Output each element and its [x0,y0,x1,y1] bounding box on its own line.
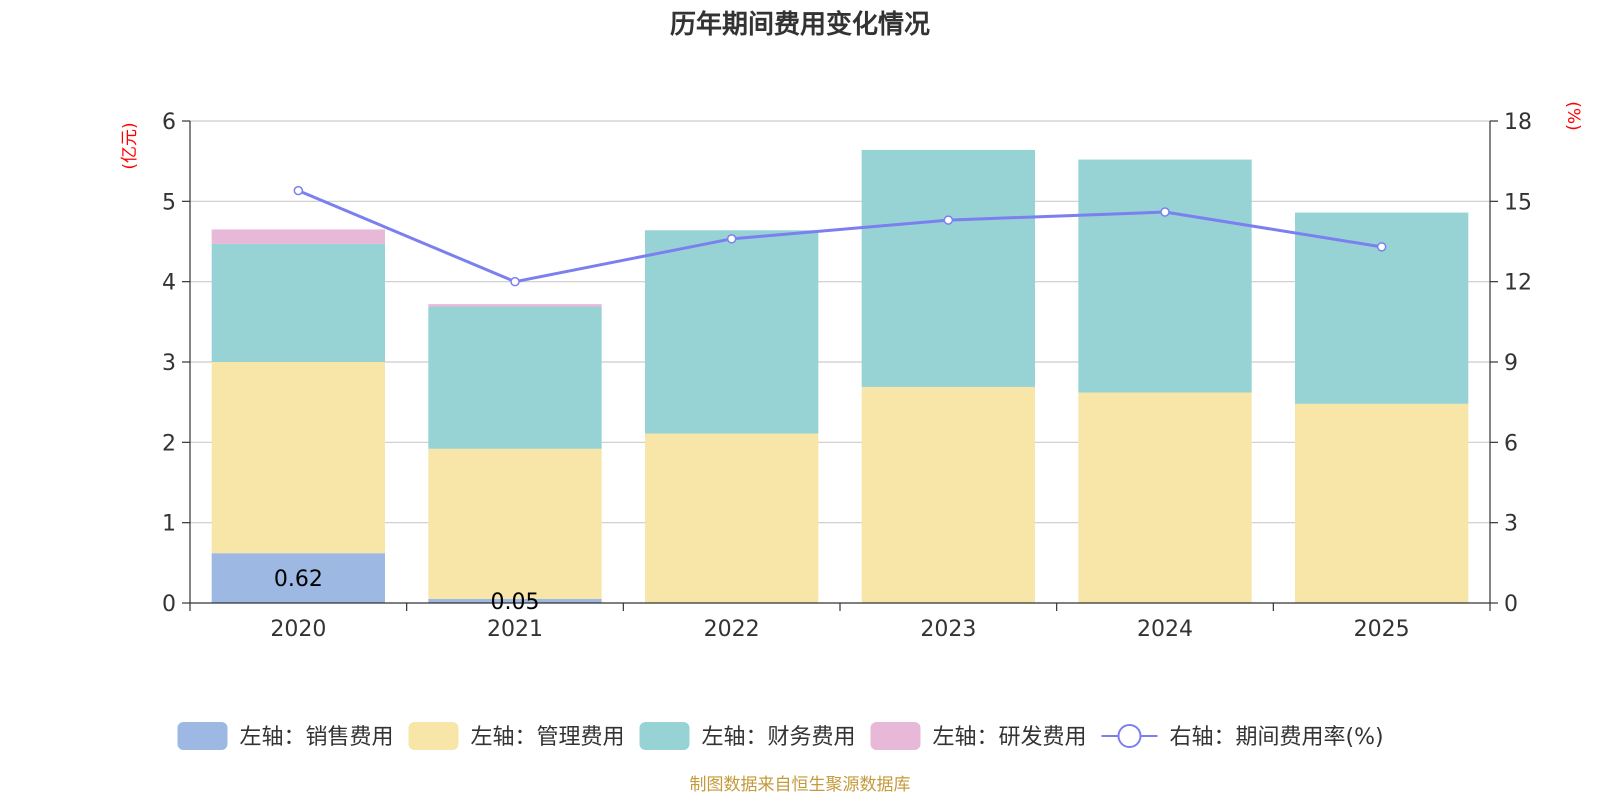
rate-point [943,215,954,225]
legend-item[interactable]: 左轴：销售费用 [177,722,394,750]
legend-label: 左轴：研发费用 [933,725,1087,750]
legend-swatch [870,722,921,750]
legend-item[interactable]: 左轴：财务费用 [639,722,856,750]
left-tick-label: 2 [162,431,176,456]
right-tick-label: 9 [1504,351,1518,376]
legend-swatch [408,722,459,750]
right-tick-label: 6 [1504,431,1518,456]
bar-2020 [211,553,385,603]
rate-point [293,185,304,196]
right-tick-label: 0 [1504,592,1518,617]
left-tick-label: 3 [162,351,176,376]
legend-item[interactable]: 左轴：管理费用 [408,722,625,750]
legend-item[interactable]: 右轴：期间费用率(%) [1101,724,1384,750]
legend-label: 左轴：管理费用 [471,725,625,750]
bar-2023 [861,386,1035,603]
rate-point [1160,207,1170,217]
bar-2023 [861,149,1035,387]
grid [190,120,1490,524]
legend-swatch [639,722,690,750]
bar-2021 [428,448,602,599]
bar-2021 [428,598,602,603]
bar-2020 [211,243,385,362]
rate-line [293,185,1387,287]
right-tick-label: 15 [1504,190,1532,215]
right-tick-label: 3 [1504,512,1518,537]
legend-swatch [177,722,228,750]
right-tick-label: 18 [1504,110,1532,135]
data-labels: 0.62 0.05 [274,567,540,615]
x-tick-label: 2023 [920,617,976,642]
x-tick-label: 2020 [270,617,326,642]
x-tick-label: 2022 [704,617,760,642]
rate-point [1376,242,1387,252]
bar-2024 [1078,392,1252,603]
rate-line-path [297,189,1382,284]
bar-2020 [211,362,385,554]
data-label: 0.05 [491,590,540,615]
rate-point [726,234,737,244]
left-tick-label: 0 [162,592,176,617]
bar-2025 [1295,403,1469,603]
left-tick-label: 4 [162,271,176,296]
right-axis-unit: (%) [1563,101,1583,130]
bar-2021 [428,306,602,449]
legend-circle-swatch [1117,724,1142,748]
rate-point [510,276,520,287]
bar-2020 [211,229,385,244]
bars [211,149,1469,603]
left-tick-label: 1 [162,512,176,537]
source-note: 制图数据来自恒生聚源数据库 [690,775,911,795]
left-axis-unit: (亿元) [120,122,140,169]
bar-2022 [645,230,819,434]
right-tick-label: 12 [1504,271,1532,296]
legend-item[interactable]: 左轴：研发费用 [870,722,1087,750]
legend-label: 右轴：期间费用率(%) [1170,725,1384,750]
bar-2025 [1295,212,1469,404]
x-tick-label: 2024 [1137,617,1193,642]
data-label: 0.62 [274,567,323,592]
bar-2021 [428,304,602,307]
legend: 左轴：销售费用 左轴：管理费用 左轴：财务费用 左轴：研发费用 右轴：期间费用率(%) [177,722,1384,750]
legend-label: 左轴：财务费用 [702,725,856,750]
chart-title: 历年期间费用变化情况 [670,9,930,40]
left-tick-label: 5 [162,190,176,215]
left-tick-label: 6 [162,110,176,135]
x-tick-label: 2025 [1354,617,1410,642]
x-tick-label: 2021 [487,617,543,642]
bar-2022 [645,433,819,603]
bar-2024 [1078,159,1252,393]
legend-label: 左轴：销售费用 [240,725,394,750]
